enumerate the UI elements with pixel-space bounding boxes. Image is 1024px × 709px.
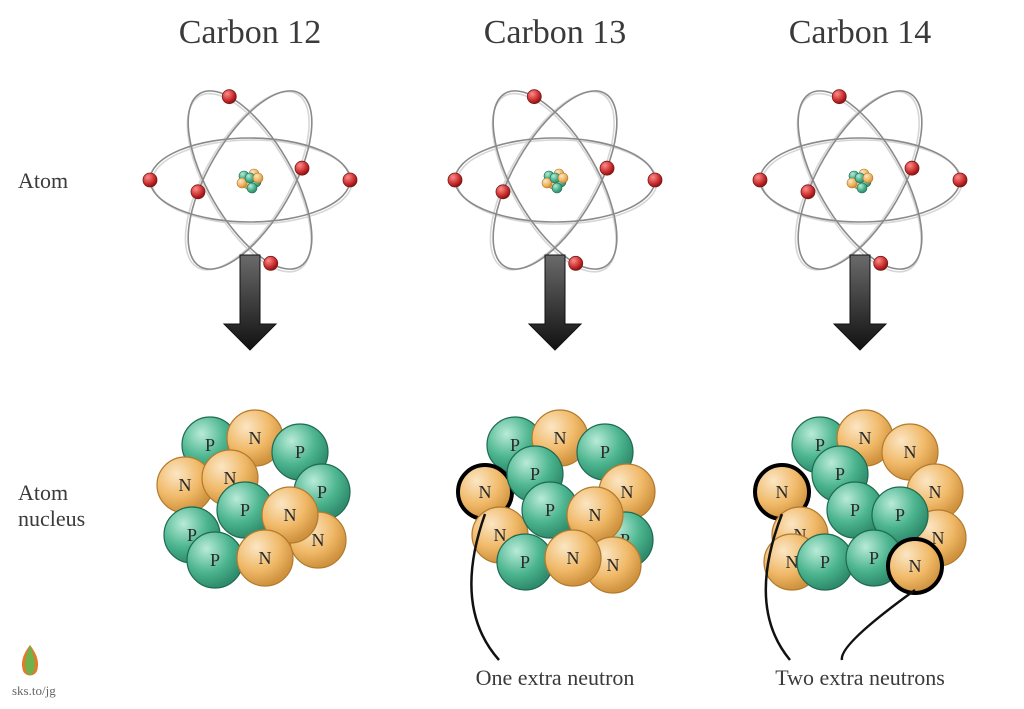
nucleus-c13: PNPNNPNPPNPNN [457, 410, 655, 593]
proton: P [187, 532, 243, 588]
svg-text:P: P [520, 552, 530, 572]
svg-text:N: N [284, 505, 297, 525]
svg-text:P: P [530, 464, 540, 484]
attribution-text: sks.to/jg [12, 683, 56, 699]
svg-text:N: N [554, 428, 567, 448]
caption-c14: Two extra neutrons [745, 665, 975, 691]
svg-text:P: P [295, 442, 305, 462]
svg-text:N: N [312, 530, 325, 550]
svg-text:P: P [205, 435, 215, 455]
neutron: N [887, 538, 943, 594]
svg-text:P: P [835, 464, 845, 484]
svg-text:P: P [869, 548, 879, 568]
svg-text:N: N [494, 525, 507, 545]
logo-icon [16, 643, 44, 679]
neutron: N [545, 530, 601, 586]
svg-text:N: N [776, 482, 789, 502]
electron [832, 90, 846, 104]
svg-text:P: P [317, 482, 327, 502]
electron [753, 173, 767, 187]
electron [191, 185, 205, 199]
electron [448, 173, 462, 187]
diagram-canvas: PNPNPNPNPNPNPNPNNPNPPNPNNPNNNNPNNPPNPPN [0, 0, 1024, 709]
svg-text:N: N [621, 482, 634, 502]
nuclei-layer: PNPNPNPNPNPNPNPNNPNPPNPNNPNNNNPNNPPNPPN [157, 410, 966, 594]
svg-text:P: P [210, 550, 220, 570]
svg-text:N: N [179, 475, 192, 495]
svg-text:N: N [859, 428, 872, 448]
svg-text:P: P [600, 442, 610, 462]
electron [648, 173, 662, 187]
svg-text:N: N [479, 482, 492, 502]
electron [801, 185, 815, 199]
svg-text:N: N [607, 555, 620, 575]
electron [496, 185, 510, 199]
svg-text:N: N [259, 548, 272, 568]
electron [527, 90, 541, 104]
svg-text:P: P [850, 500, 860, 520]
arrows-layer [224, 255, 886, 350]
electron [295, 161, 309, 175]
svg-text:P: P [820, 552, 830, 572]
svg-text:P: P [895, 505, 905, 525]
svg-text:N: N [904, 442, 917, 462]
svg-text:N: N [567, 548, 580, 568]
neutron: N [237, 530, 293, 586]
electron [343, 173, 357, 187]
electron [264, 256, 278, 270]
svg-text:P: P [545, 500, 555, 520]
nucleus-c12: PNPNPNPNPNPN [157, 410, 350, 588]
nucleus-c14: PNNNNPNNPPNPPN [754, 410, 966, 594]
svg-text:N: N [249, 428, 262, 448]
caption-c13: One extra neutron [440, 665, 670, 691]
proton: P [797, 534, 853, 590]
electron [600, 161, 614, 175]
electron [874, 256, 888, 270]
svg-text:N: N [589, 505, 602, 525]
svg-text:N: N [929, 482, 942, 502]
proton: P [497, 534, 553, 590]
electron [143, 173, 157, 187]
electron [953, 173, 967, 187]
svg-text:N: N [909, 556, 922, 576]
electron [222, 90, 236, 104]
electron [569, 256, 583, 270]
svg-text:P: P [240, 500, 250, 520]
electron [905, 161, 919, 175]
callout-line [842, 590, 915, 660]
